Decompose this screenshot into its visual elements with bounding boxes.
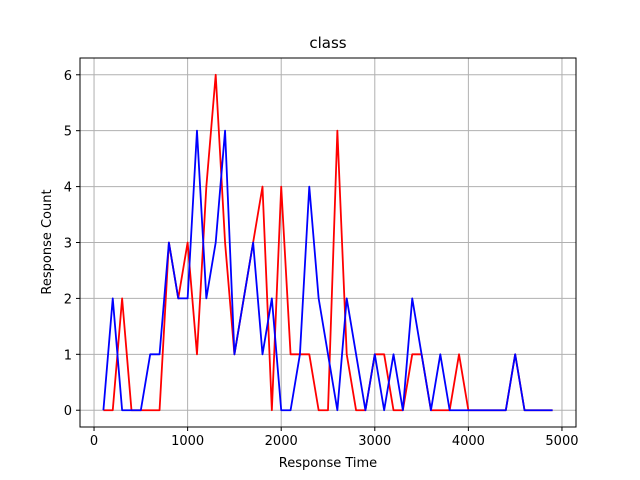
y-axis-label: Response Count <box>40 189 55 294</box>
x-tick-label: 3000 <box>358 434 391 449</box>
x-tick-label: 1000 <box>171 434 204 449</box>
x-tick-label: 4000 <box>452 434 485 449</box>
y-tick-label: 4 <box>64 181 72 196</box>
y-tick-label: 5 <box>64 125 72 140</box>
x-tick-label: 5000 <box>545 434 578 449</box>
y-tick-label: 0 <box>64 404 72 419</box>
y-tick-label: 6 <box>64 69 72 84</box>
y-tick-label: 2 <box>64 292 72 307</box>
x-tick-label: 2000 <box>265 434 298 449</box>
ticks: 0 1000 2000 3000 4000 5000 0 1 2 3 4 5 6 <box>64 69 579 449</box>
chart-title: class <box>309 34 346 52</box>
series-lines <box>102 73 553 412</box>
x-axis-label: Response Time <box>279 456 377 471</box>
series-line-blue <box>102 129 553 412</box>
x-tick-label: 0 <box>90 434 98 449</box>
y-tick-label: 3 <box>64 237 72 252</box>
y-tick-label: 1 <box>64 348 72 363</box>
